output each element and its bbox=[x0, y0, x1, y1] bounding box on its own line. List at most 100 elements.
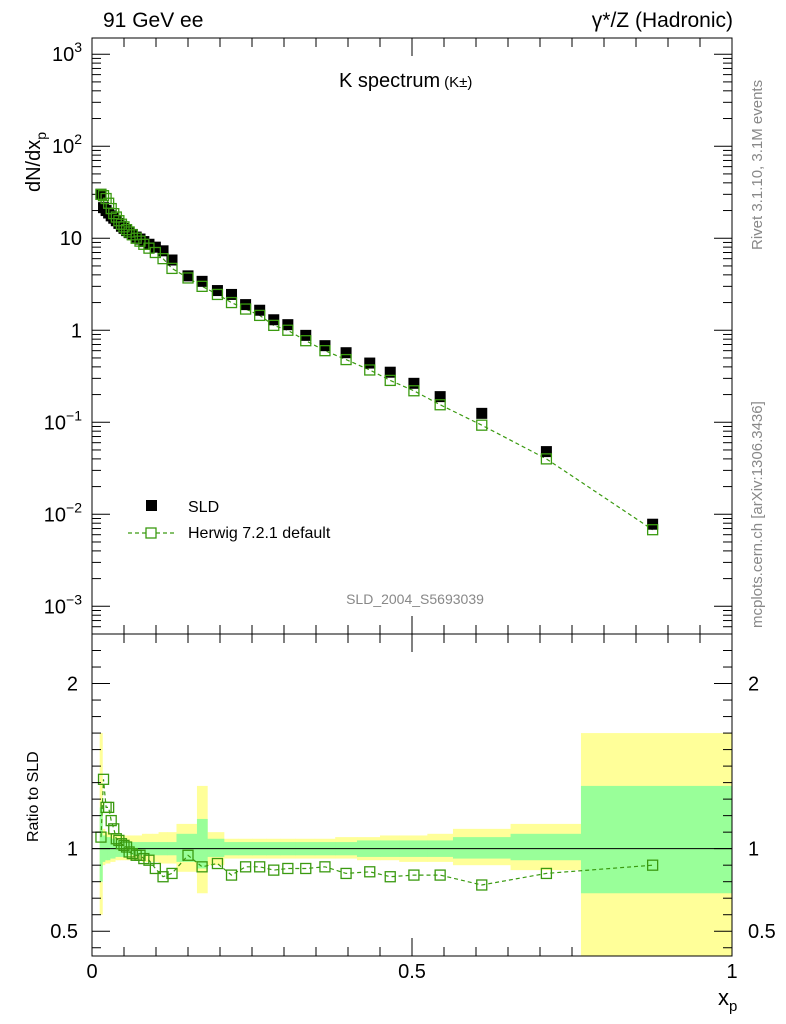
data-point-mc bbox=[408, 385, 420, 397]
ratio-panel: 2 21 10.5 0.5 0 0.5 1 Ratio to SLD xp bbox=[25, 633, 776, 1015]
legend-marker-sld bbox=[146, 500, 157, 511]
ratio-point bbox=[149, 862, 162, 875]
y-tick-label: 1 bbox=[71, 320, 82, 342]
ratio-y-tick-labels: 2 2 1 1 0.5 0.5 bbox=[50, 674, 776, 944]
ratio-point bbox=[408, 869, 420, 881]
ratio-point bbox=[646, 859, 659, 871]
legend-label-sld: SLD bbox=[188, 499, 219, 516]
ratio-point bbox=[123, 846, 135, 858]
x-tick-label: 0.5 bbox=[398, 961, 426, 983]
ratio-point bbox=[364, 866, 376, 878]
y-tick-label: 103 bbox=[52, 39, 82, 66]
y-tick-label-base: 10 bbox=[52, 44, 74, 66]
ratio-point bbox=[476, 879, 488, 891]
data-point-mc bbox=[268, 319, 280, 332]
ratio-point bbox=[166, 867, 178, 880]
main-y-axis-label: dN/dxp bbox=[23, 132, 49, 192]
ratio-point bbox=[102, 801, 115, 814]
ratio-point bbox=[540, 867, 553, 880]
ratio-point bbox=[282, 862, 294, 875]
data-point-mc bbox=[143, 242, 155, 254]
data-point-sld bbox=[166, 254, 178, 266]
legend-marker-mc bbox=[145, 527, 157, 539]
y-tick-label: 10−1 bbox=[44, 407, 82, 434]
data-point-sld bbox=[384, 366, 396, 378]
ratio-tick-label-left: 2 bbox=[67, 674, 78, 696]
watermark-label: SLD_2004_S5693039 bbox=[346, 591, 484, 607]
data-point-sld bbox=[434, 391, 446, 403]
stat-uncertainty-band bbox=[510, 833, 582, 861]
y-tick-label: 10−2 bbox=[44, 499, 82, 526]
main-axis-ticks bbox=[91, 38, 733, 956]
ratio-point bbox=[300, 862, 312, 875]
stat-uncertainty-band bbox=[99, 807, 103, 882]
data-point-sld bbox=[408, 377, 420, 389]
ratio-axis-ticks bbox=[92, 633, 732, 949]
ratio-point bbox=[126, 847, 138, 860]
data-point-mc bbox=[476, 419, 488, 431]
data-point-sld bbox=[182, 270, 194, 282]
ratio-point bbox=[340, 867, 352, 880]
ratio-point bbox=[196, 861, 208, 873]
data-point-mc bbox=[540, 453, 553, 465]
stat-uncertainty-band bbox=[176, 833, 198, 862]
data-point-mc bbox=[126, 229, 138, 241]
y-tick-label: 10 bbox=[60, 228, 82, 250]
data-point-mc bbox=[282, 324, 294, 336]
y-tick-label-base: 10 bbox=[44, 596, 66, 618]
data-point-mc bbox=[196, 280, 208, 292]
data-point-mc bbox=[340, 353, 352, 366]
stat-uncertainty-band bbox=[580, 785, 733, 894]
mcplots-label: mcplots.cern.ch [arXiv:1306.3436] bbox=[749, 401, 766, 628]
x-tick-label: 1 bbox=[726, 961, 737, 983]
data-point-sld bbox=[226, 288, 238, 300]
ratio-tick-label-left: 0.5 bbox=[50, 921, 78, 943]
data-point-mc bbox=[384, 374, 396, 387]
ratio-tick-label-right: 1 bbox=[748, 839, 759, 861]
legend-label-mc: Herwig 7.2.1 default bbox=[188, 525, 331, 542]
data-point-sld bbox=[211, 285, 223, 297]
ratio-point bbox=[211, 857, 224, 870]
mc-line bbox=[100, 193, 653, 531]
y-tick-label-exp: 2 bbox=[74, 131, 82, 147]
main-plot-frame bbox=[91, 37, 733, 635]
y-tick-label-exp: −2 bbox=[66, 499, 82, 515]
stat-uncertainty-band bbox=[452, 837, 512, 859]
ratio-y-axis-label: Ratio to SLD bbox=[25, 751, 42, 842]
x-axis-label: xp bbox=[718, 985, 737, 1015]
ratio-plot-frame bbox=[91, 633, 733, 957]
data-point-mc bbox=[239, 303, 252, 315]
data-point-mc bbox=[434, 399, 446, 411]
data-point-sld bbox=[340, 347, 352, 359]
data-point-mc bbox=[149, 246, 162, 259]
data-point-mc bbox=[182, 272, 194, 284]
data-point-sld bbox=[364, 357, 376, 369]
y-tick-label-base: 10 bbox=[44, 504, 66, 526]
legend: SLD Herwig 7.2.1 default bbox=[128, 499, 331, 542]
ratio-point bbox=[225, 869, 238, 881]
y-tick-label-base: 1 bbox=[71, 320, 82, 342]
data-point-mc bbox=[134, 235, 146, 247]
data-point-sld bbox=[476, 407, 488, 419]
data-point-mc bbox=[211, 288, 224, 301]
y-tick-label-base: 10 bbox=[44, 412, 66, 434]
ratio-point bbox=[434, 869, 446, 881]
y-tick-label-base: 10 bbox=[60, 228, 82, 250]
stat-uncertainty-band bbox=[196, 818, 208, 869]
header-left-label: 91 GeV ee bbox=[103, 9, 203, 32]
data-point-mc bbox=[157, 252, 169, 265]
ratio-point bbox=[268, 864, 280, 876]
data-point-mc bbox=[130, 232, 142, 244]
ratio-point bbox=[384, 871, 396, 883]
ratio-point bbox=[182, 849, 194, 861]
data-point-mc bbox=[646, 524, 659, 536]
main-series bbox=[95, 188, 659, 536]
data-point-mc bbox=[364, 364, 376, 376]
y-tick-label-exp: −3 bbox=[66, 591, 82, 607]
ratio-uncertainty-bands bbox=[99, 733, 733, 956]
chart-title: K spectrum (K±) bbox=[339, 70, 472, 92]
y-tick-label-exp: 3 bbox=[74, 39, 82, 55]
data-point-mc bbox=[166, 262, 178, 275]
ratio-point bbox=[143, 854, 155, 866]
